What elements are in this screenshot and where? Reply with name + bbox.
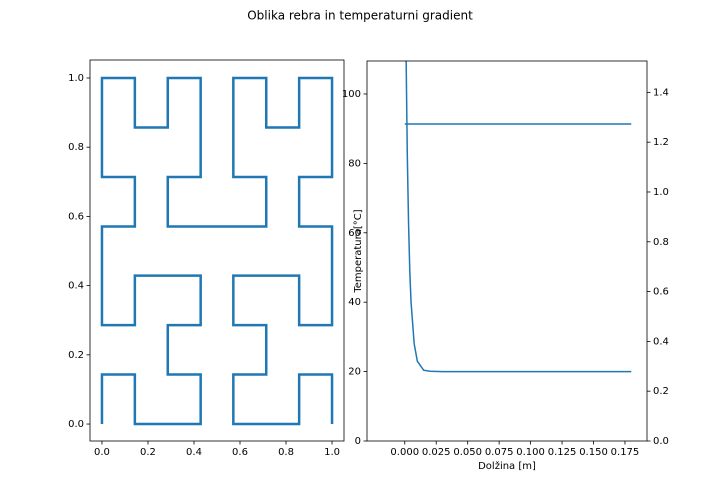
y2-tick-label: 0.2	[653, 386, 669, 397]
x-tick-label: 0.000	[390, 447, 419, 458]
x-axis-label: Dolžina [m]	[478, 460, 536, 472]
x-tick-label: 0.050	[453, 447, 482, 458]
x-tick-label: 0.150	[579, 447, 608, 458]
y-tick-label: 1.0	[68, 73, 84, 84]
x-tick-label: 0.4	[186, 447, 202, 458]
data-line	[405, 61, 632, 373]
data-line	[100, 76, 334, 426]
y-axis-label: Temperatura[°C]	[353, 209, 364, 293]
y-tick-label: 60	[348, 228, 361, 239]
y2-tick-label: 0.4	[653, 336, 669, 347]
x-tick-label: 0.075	[485, 447, 514, 458]
y-tick-label: 0.6	[68, 211, 84, 222]
y-tick-label: 20	[348, 367, 361, 378]
y2-tick-label: 1.0	[653, 187, 669, 198]
y2-tick-label: 1.4	[653, 87, 669, 98]
y-tick-label: 0.8	[68, 142, 84, 153]
y-tick-label: 0.4	[68, 281, 84, 292]
x-tick-label: 1.0	[324, 447, 340, 458]
x-tick-label: 0.125	[548, 447, 577, 458]
y2-tick-label: 0.8	[653, 237, 669, 248]
x-tick-label: 0.8	[278, 447, 294, 458]
y-tick-label: 100	[342, 89, 361, 100]
x-tick-label: 0.2	[140, 447, 156, 458]
y-tick-label: 0.2	[68, 350, 84, 361]
y-tick-label: 0.0	[68, 419, 84, 430]
x-tick-label: 0.100	[516, 447, 545, 458]
y-tick-label: 40	[348, 297, 361, 308]
axes-frame	[89, 59, 345, 442]
x-tick-label: 0.0	[94, 447, 110, 458]
figure-title: Oblika rebra in temperaturni gradient	[247, 9, 473, 23]
x-tick-label: 0.175	[611, 447, 640, 458]
y-tick-label: 80	[348, 158, 361, 169]
x-tick-label: 0.6	[232, 447, 248, 458]
y2-tick-label: 0.0	[653, 436, 669, 447]
y2-tick-label: 0.6	[653, 287, 669, 298]
x-tick-label: 0.025	[422, 447, 451, 458]
y2-tick-label: 1.2	[653, 137, 669, 148]
axes-frame	[366, 60, 648, 442]
y-tick-label: 0	[355, 436, 361, 447]
